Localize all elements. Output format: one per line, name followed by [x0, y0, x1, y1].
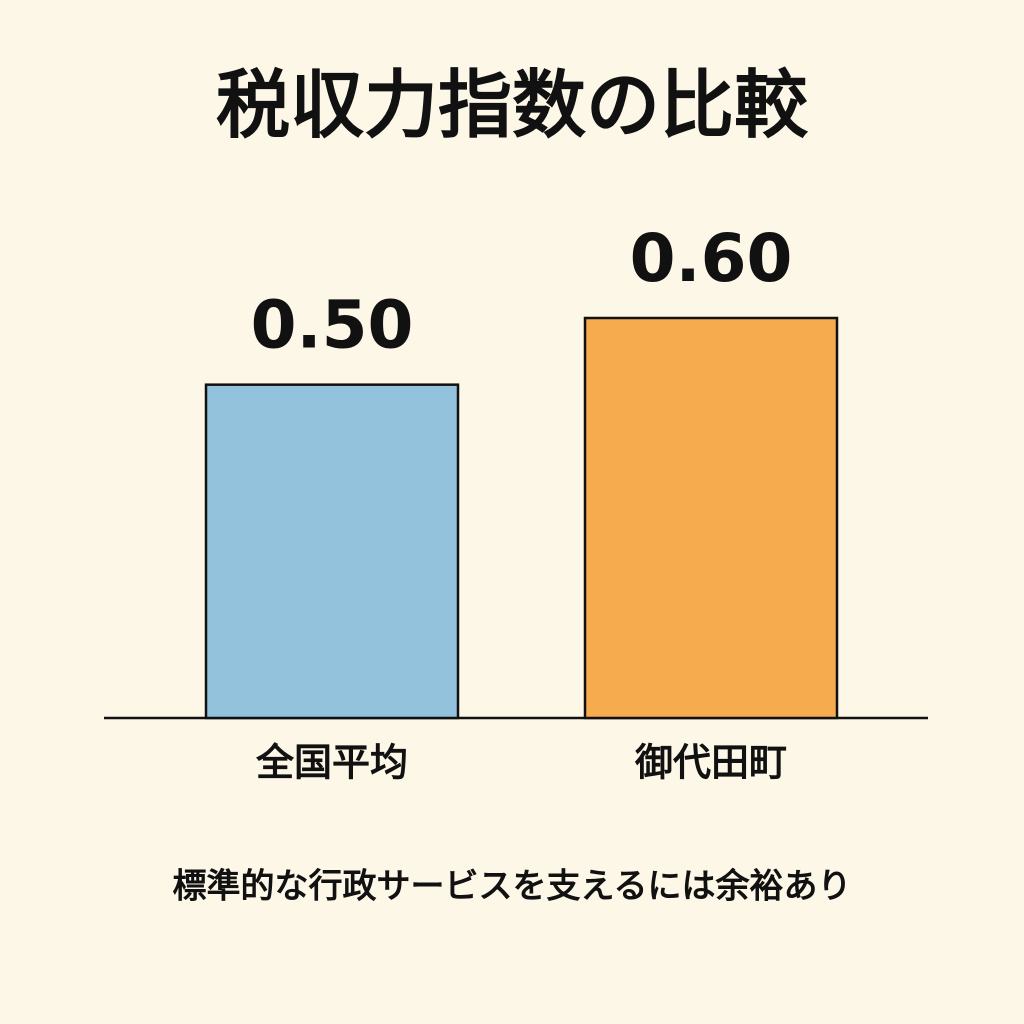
bar: [583, 316, 839, 720]
x-tick-label: 全国平均: [255, 741, 408, 785]
annotation: 標準的な行政サービスを支えるには余裕あり: [173, 867, 852, 907]
value-label: 0.50: [251, 287, 414, 364]
chart-title: 税収力指数の比較: [216, 63, 809, 149]
x-tick-label: 御代田町: [634, 741, 787, 785]
value-label: 0.60: [630, 220, 793, 297]
bar: [204, 383, 460, 720]
